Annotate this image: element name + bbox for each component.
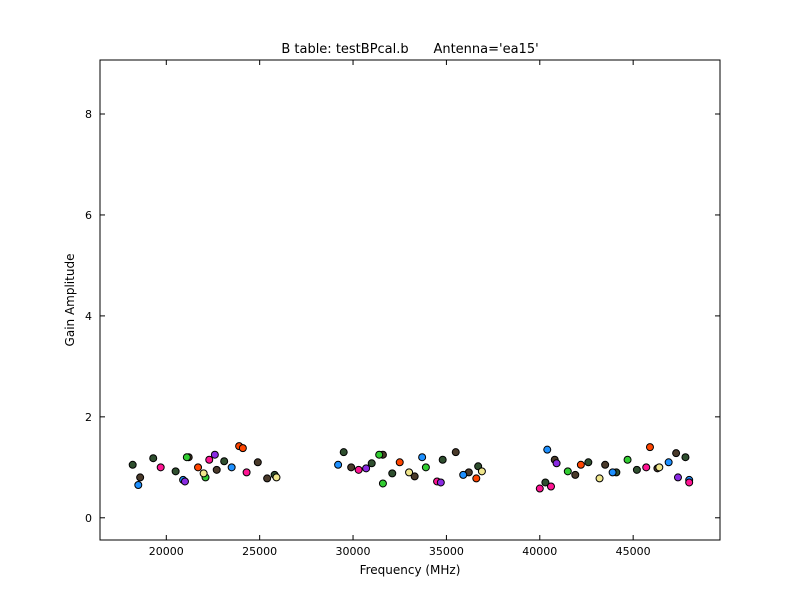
data-point [685,478,694,487]
data-point [645,443,654,452]
x-tick-label: 30000 [336,545,371,558]
data-point [210,450,219,459]
data-point [436,478,445,487]
y-tick-label: 6 [85,209,92,222]
data-point [673,473,682,482]
data-point [543,445,552,454]
data-point [664,458,673,467]
x-tick-label: 35000 [429,545,464,558]
data-point [584,458,593,467]
data-point [171,467,180,476]
data-point [334,460,343,469]
x-tick-label: 45000 [616,545,651,558]
data-point [339,448,348,457]
x-axis-label: Frequency (MHz) [360,563,461,577]
data-point [546,482,555,491]
y-axis-label: Gain Amplitude [63,254,77,347]
data-point [136,473,145,482]
data-point [451,448,460,457]
data-point [535,484,544,493]
data-point [212,465,221,474]
data-point [227,463,236,472]
data-point [263,474,272,483]
data-point [354,465,363,474]
x-tick-label: 25000 [242,545,277,558]
y-tick-label: 0 [85,512,92,525]
data-point [672,449,681,458]
y-tick-label: 2 [85,411,92,424]
data-point [655,463,664,472]
data-point [571,470,580,479]
data-point [238,444,247,453]
data-point [134,480,143,489]
data-point [388,469,397,478]
y-tick-label: 4 [85,310,92,323]
data-point [563,467,572,476]
data-point [541,478,550,487]
data-point [552,459,561,468]
plot-area [128,442,694,493]
data-point [595,474,604,483]
data-point [410,472,419,481]
data-point [623,455,632,464]
data-point [149,454,158,463]
data-point [601,460,610,469]
data-point [405,468,414,477]
data-point [681,453,690,462]
data-point [156,463,165,472]
data-point [199,469,208,478]
data-point [128,460,137,469]
chart-title: B table: testBPcal.b Antenna='ea15' [281,42,538,57]
data-point [438,455,447,464]
data-point [205,455,214,464]
data-point [180,477,189,486]
data-point [459,470,468,479]
data-point [632,465,641,474]
data-point [477,467,486,476]
data-point [367,459,376,468]
data-point [347,463,356,472]
x-tick-label: 40000 [522,545,557,558]
data-point [253,458,262,467]
data-point [378,479,387,488]
data-point [375,450,384,459]
data-point [220,457,229,466]
data-point [272,473,281,482]
x-tick-label: 20000 [149,545,184,558]
data-point [362,464,371,473]
data-point [182,453,191,462]
y-tick-label: 8 [85,108,92,121]
data-point [242,468,251,477]
data-point [418,453,427,462]
data-point [642,463,651,472]
data-point [421,463,430,472]
data-point [395,458,404,467]
data-point [472,474,481,483]
axes-frame [99,59,721,541]
data-point [576,460,585,469]
data-point [608,468,617,477]
data-point [194,463,203,472]
